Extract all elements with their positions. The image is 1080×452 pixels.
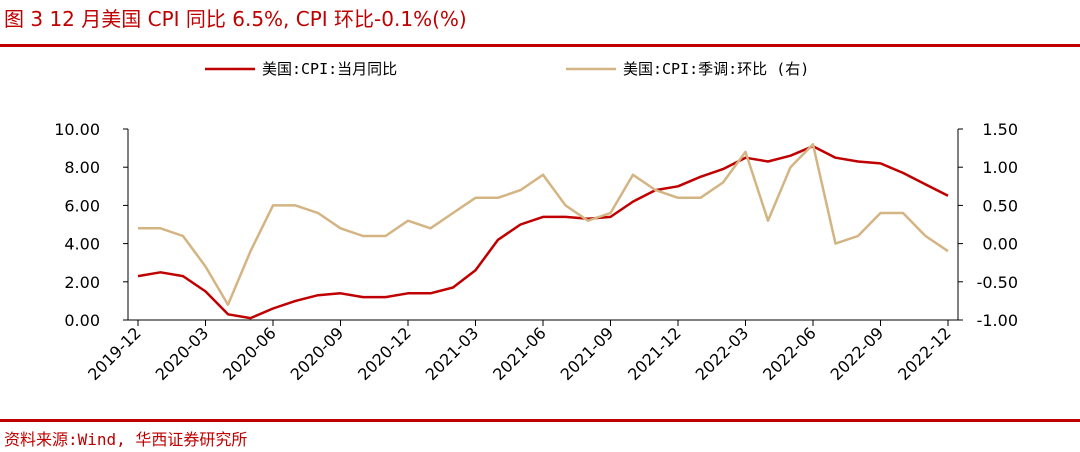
x-tick-label: 2022-12 [894,323,955,384]
y-right-tick-label: -1.00 [977,311,1018,330]
x-tick-label: 2021-03 [422,323,483,384]
x-tick-label: 2022-06 [759,323,820,384]
legend-label: 美国:CPI:季调:环比 (右) [623,60,809,78]
y-left-tick-label: 4.00 [64,235,100,254]
bottom-rule [0,419,1080,422]
figure-title: 图 3 12 月美国 CPI 同比 6.5%, CPI 环比-0.1%(%) [4,7,467,31]
source-note: 资料来源:Wind, 华西证券研究所 [4,430,248,449]
x-tick-label: 2022-09 [827,323,888,384]
legend: 美国:CPI:当月同比 美国:CPI:季调:环比 (右) [205,60,809,78]
y-right-tick-label: -0.50 [977,273,1018,292]
y-left-tick-label: 8.00 [64,158,100,177]
x-tick-label: 2021-12 [624,323,685,384]
x-tick-label: 2021-06 [489,323,550,384]
x-tick-label: 2020-09 [287,323,348,384]
cpi-chart: 美国:CPI:当月同比 美国:CPI:季调:环比 (右) 0.00 2.00 4.00… [54,60,1018,384]
x-tick-label: 2021-09 [557,323,618,384]
series-lines [137,143,949,320]
series-line-cpi-mom [138,143,949,306]
x-tick-label: 2019-12 [84,323,145,384]
y-left-tick-label: 0.00 [64,311,100,330]
y-right-tick-label: 1.50 [982,120,1018,139]
y-left-tick-label: 6.00 [64,196,100,215]
x-tick-label: 2020-03 [152,323,213,384]
y-left-tick-label: 10.00 [54,120,100,139]
legend-label: 美国:CPI:当月同比 [262,60,397,78]
y-right-tick-label: 0.00 [982,235,1018,254]
axes: 0.00 2.00 4.00 6.00 8.00 10.00 -1.00 -0.50 0.00 0… [54,120,1018,384]
y-left-tick-label: 2.00 [64,273,100,292]
x-tick-label: 2020-06 [219,323,280,384]
y-right-tick-label: 1.00 [982,158,1018,177]
y-right-tick-label: 0.50 [982,196,1018,215]
x-tick-label: 2020-12 [354,323,415,384]
top-rule [0,44,1080,47]
x-tick-label: 2022-03 [692,323,753,384]
